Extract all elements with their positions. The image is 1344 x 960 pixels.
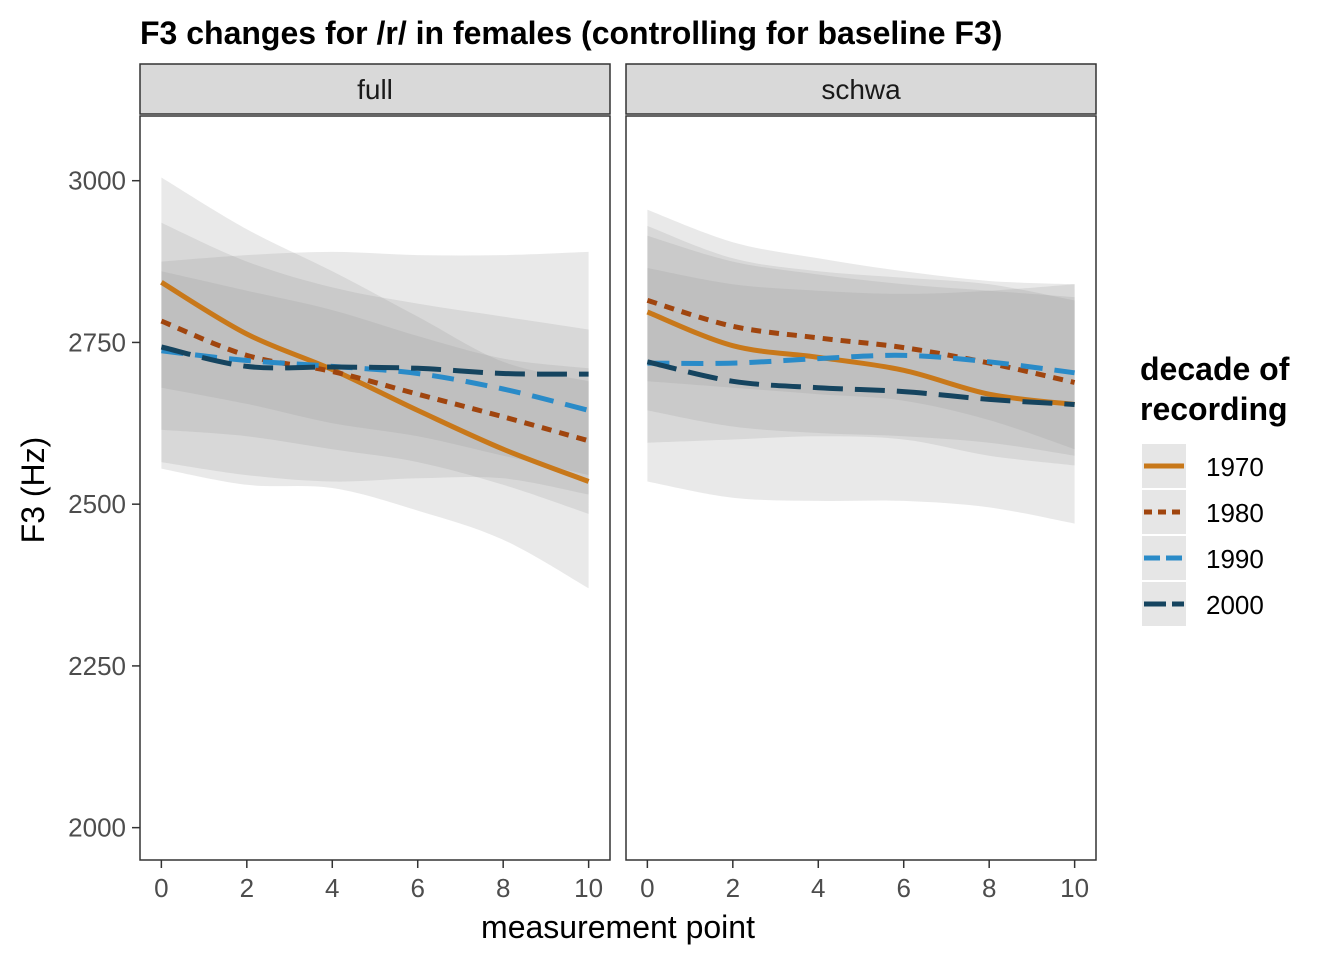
legend-item-1980: 1980 <box>1142 490 1264 534</box>
y-tick-label: 3000 <box>68 166 126 196</box>
panel-full: full 0 2 4 6 8 10 2000 2250 2500 2750 3000 <box>68 63 611 903</box>
x-tick-label: 4 <box>811 873 825 903</box>
chart-title: F3 changes for /r/ in females (controlli… <box>140 15 1002 51</box>
panel-background <box>626 116 1096 860</box>
legend-title-line-1: decade of <box>1140 351 1290 387</box>
legend-item-1970: 1970 <box>1142 444 1264 488</box>
x-tick-label: 2 <box>240 873 254 903</box>
y-tick-label: 2500 <box>68 489 126 519</box>
legend: decade of recording 1970 1980 1990 2000 <box>1140 351 1290 626</box>
series-line-2000 <box>646 359 1075 407</box>
y-axis-title: F3 (Hz) <box>15 437 51 544</box>
legend-item-1990: 1990 <box>1142 536 1264 580</box>
confidence-ribbon-2000 <box>647 209 1075 524</box>
facet-panels: full 0 2 4 6 8 10 2000 2250 2500 2750 3000 schwa 0 2 4 6… <box>68 63 1097 903</box>
legend-label: 1990 <box>1206 544 1264 574</box>
x-tick-label: 4 <box>325 873 339 903</box>
legend-label: 1980 <box>1206 498 1264 528</box>
legend-item-2000: 2000 <box>1142 582 1264 626</box>
legend-label: 1970 <box>1206 452 1264 482</box>
series-line-1990 <box>647 352 1075 376</box>
confidence-ribbon-1990 <box>161 271 589 476</box>
y-tick-label: 2250 <box>68 651 126 681</box>
confidence-ribbon-1990 <box>647 268 1075 466</box>
legend-title-line-2: recording <box>1140 391 1288 427</box>
series-line-1980 <box>160 318 590 444</box>
x-axis-title: measurement point <box>481 909 755 945</box>
panel-border <box>625 115 1097 861</box>
facet-strip-full <box>139 63 611 115</box>
x-tick-label: 10 <box>1060 873 1089 903</box>
x-tick-label: 0 <box>640 873 654 903</box>
facet-strip-schwa <box>625 63 1097 115</box>
panel-background <box>140 116 610 860</box>
confidence-ribbon-2000 <box>161 251 589 495</box>
x-tick-label: 10 <box>574 873 603 903</box>
x-tick-label: 8 <box>496 873 510 903</box>
x-tick-label: 2 <box>726 873 740 903</box>
facet-label-full: full <box>357 74 393 105</box>
panel-schwa: schwa 0 2 4 6 8 10 <box>625 63 1097 903</box>
facet-label-schwa: schwa <box>821 74 901 105</box>
x-tick-label: 6 <box>896 873 910 903</box>
series-line-1980 <box>646 298 1076 385</box>
x-tick-label: 6 <box>410 873 424 903</box>
series-line-2000 <box>160 344 589 377</box>
series-line-1970 <box>160 280 590 484</box>
y-tick-label: 2000 <box>68 813 126 843</box>
y-tick-label: 2750 <box>68 327 126 357</box>
x-tick-label: 8 <box>982 873 996 903</box>
x-tick-label: 0 <box>154 873 168 903</box>
legend-label: 2000 <box>1206 590 1264 620</box>
panel-border <box>139 115 611 861</box>
series-line-1970 <box>646 309 1075 407</box>
